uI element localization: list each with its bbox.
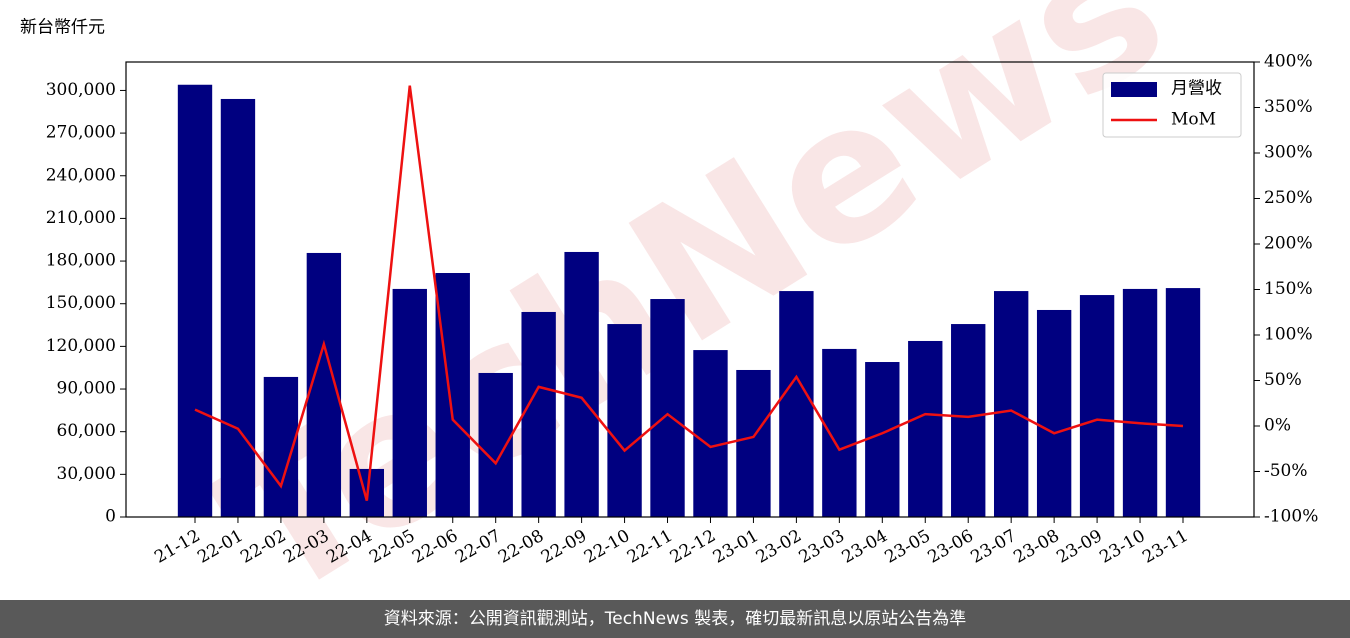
bar (779, 291, 814, 517)
legend-label: MoM (1171, 110, 1216, 130)
x-tick-label: 23-05 (882, 526, 934, 568)
y2-tick-label: 150% (1264, 279, 1313, 299)
bar (693, 350, 728, 517)
y-tick-label: 210,000 (46, 208, 116, 228)
x-tick-label: 22-08 (495, 526, 547, 568)
bar (478, 372, 513, 517)
bar (220, 98, 256, 517)
x-tick-label: 22-09 (538, 526, 590, 568)
x-tick-label: 21-12 (151, 526, 203, 568)
y-tick-label: 150,000 (46, 293, 116, 313)
y-tick-label: 30,000 (57, 464, 116, 484)
y2-tick-label: 300% (1264, 143, 1313, 163)
y-tick-label: 270,000 (46, 123, 116, 143)
x-tick-label: 23-08 (1010, 526, 1062, 568)
y-tick-label: 90,000 (57, 379, 116, 399)
y2-tick-label: 400% (1264, 52, 1313, 72)
footer-text: 資料來源：公開資訊觀測站，TechNews 製表，確切最新訊息以原站公告為準 (384, 609, 966, 629)
y2-tick-label: 0% (1264, 416, 1291, 436)
y2-tick-label: -50% (1264, 461, 1308, 481)
y-tick-label: 60,000 (57, 421, 116, 441)
x-tick-label: 23-07 (967, 526, 1019, 568)
x-tick-label: 22-12 (667, 526, 719, 568)
bar (736, 369, 771, 517)
x-tick-label: 23-09 (1053, 526, 1105, 568)
bar (650, 299, 685, 517)
plot-frame (125, 61, 1255, 518)
bar (564, 251, 599, 517)
bar (521, 311, 556, 517)
y2-tick-label: 50% (1264, 370, 1302, 390)
bar (908, 340, 943, 517)
y-tick-label: 120,000 (46, 336, 116, 356)
bar (951, 324, 986, 517)
y-tick-label: 240,000 (46, 165, 116, 185)
x-tick-label: 23-02 (753, 526, 805, 568)
x-tick-label: 23-03 (796, 526, 848, 568)
legend-label: 月營收 (1171, 79, 1222, 99)
bar (865, 362, 900, 517)
bar (822, 348, 857, 517)
x-tick-label: 23-11 (1139, 526, 1191, 568)
x-tick-label: 23-06 (925, 526, 977, 568)
y-tick-label: 300,000 (46, 80, 116, 100)
x-tick-label: 22-01 (194, 526, 246, 568)
bar (177, 84, 213, 517)
line (194, 85, 1184, 501)
y-axis-unit: 新台幣仟元 (20, 18, 105, 38)
y2-tick-label: 100% (1264, 325, 1313, 345)
x-tick-label: 23-04 (839, 526, 891, 568)
y2-tick-label: 200% (1264, 234, 1313, 254)
bar (1079, 295, 1115, 517)
footer-bar (0, 600, 1350, 638)
x-tick-label: 22-10 (581, 526, 633, 568)
x-tick-label: 23-01 (710, 526, 762, 568)
x-tick-label: 23-10 (1096, 526, 1148, 568)
y2-tick-label: 250% (1264, 188, 1313, 208)
bar (993, 291, 1029, 517)
bar (607, 324, 642, 517)
legend-swatch (1111, 82, 1157, 97)
bar (1036, 309, 1072, 517)
y2-tick-label: -100% (1264, 507, 1318, 527)
y-tick-label: 180,000 (46, 251, 116, 271)
bar (392, 288, 427, 517)
bar (435, 273, 470, 517)
bar (1165, 288, 1201, 517)
y-tick-label: 0 (105, 507, 116, 527)
y2-tick-label: 350% (1264, 97, 1313, 117)
bar (1122, 288, 1158, 517)
x-tick-label: 22-11 (624, 526, 676, 568)
